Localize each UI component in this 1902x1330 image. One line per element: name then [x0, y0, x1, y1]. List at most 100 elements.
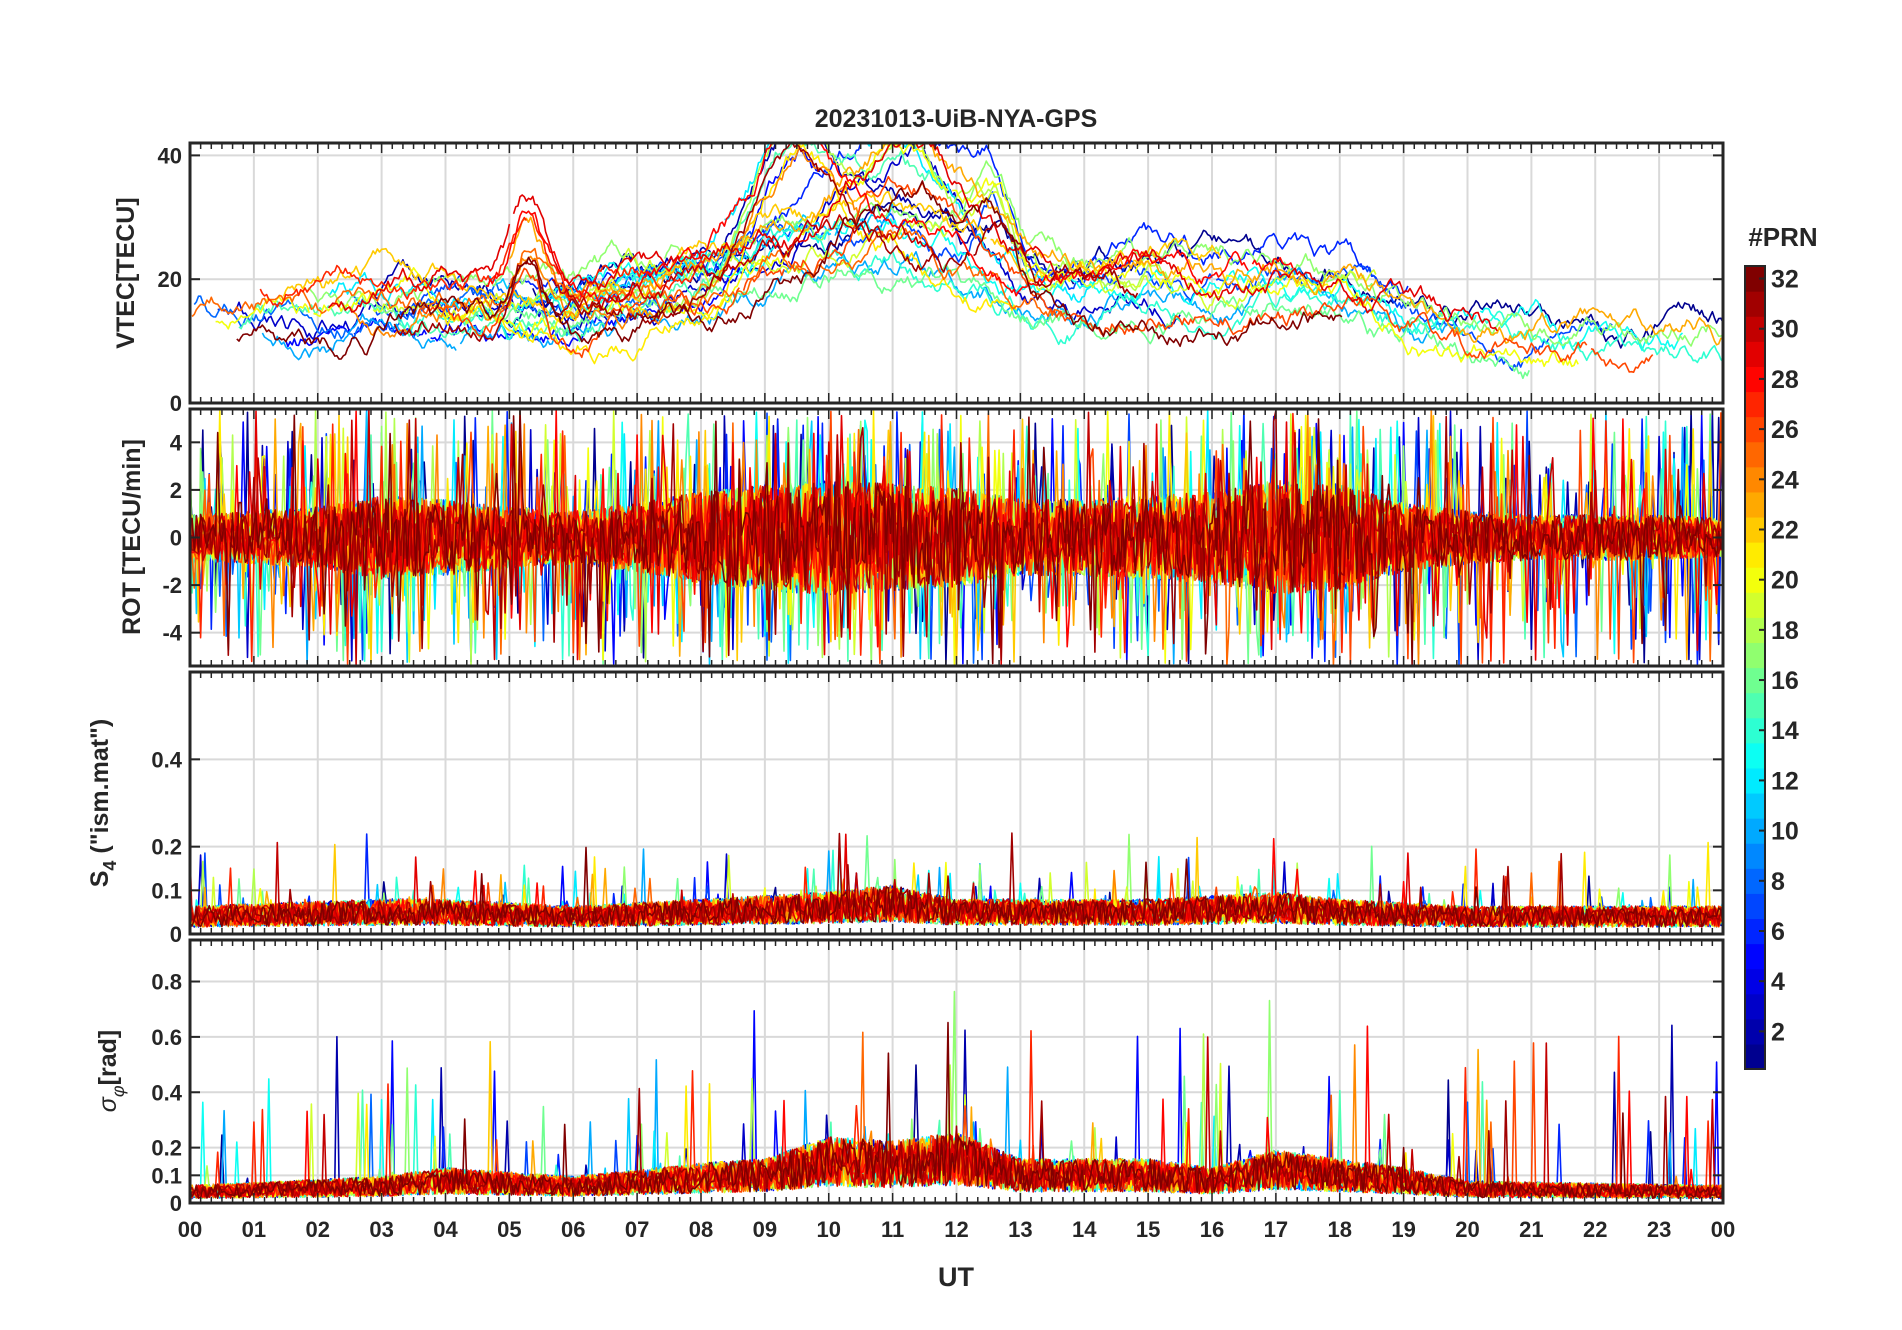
- series-line-prn-32: [190, 846, 1723, 928]
- series-line-prn-20: [1134, 259, 1579, 368]
- series-line-prn-23: [1087, 257, 1723, 346]
- x-tick-label: 01: [242, 1217, 266, 1242]
- panel-s4-ylabel: S4 ("ism.mat"): [86, 719, 120, 888]
- series-line-prn-23: [896, 143, 1085, 272]
- x-tick-label: 13: [1008, 1217, 1032, 1242]
- series-line-prn-23: [508, 143, 893, 298]
- series-line-prn-26: [417, 267, 740, 359]
- series-line-prn-17: [759, 214, 830, 241]
- y-tick-label: 0: [170, 1191, 182, 1216]
- colorbar-cell: [1745, 893, 1765, 920]
- colorbar-tick-label: 14: [1771, 717, 1799, 745]
- x-tick-label: 10: [817, 1217, 841, 1242]
- series-line-prn-5: [285, 325, 351, 348]
- series-line-prn-2: [758, 143, 977, 245]
- series-line-prn-21: [440, 235, 749, 365]
- colorbar-cell: [1745, 1018, 1765, 1045]
- series-line-prn-13: [1479, 298, 1684, 352]
- series-line-prn-32: [190, 409, 1723, 666]
- x-tick-label: 04: [433, 1217, 458, 1242]
- colorbar-tick-label: 22: [1771, 516, 1799, 544]
- colorbar-tick-label: 6: [1771, 918, 1785, 946]
- series-line-prn-16: [617, 263, 1530, 380]
- series-line-prn-29: [512, 143, 1498, 332]
- panel-vtec-ticks: 0 20 40: [158, 143, 1724, 416]
- y-tick-label: 40: [158, 143, 182, 168]
- panel-sigma-phi-series: [190, 990, 1723, 1200]
- panel-vtec-grid: [190, 143, 1723, 404]
- panel-s4-ticks: 0 0.1 0.2 0.4: [151, 672, 1724, 947]
- y-tick-label: 0.8: [151, 970, 182, 995]
- colorbar-cell: [1745, 316, 1765, 342]
- colorbar-cell: [1745, 717, 1765, 744]
- series-line-prn-32: [236, 180, 1343, 360]
- colorbar-tick-label: 12: [1771, 767, 1799, 795]
- y-tick-label: -4: [162, 621, 182, 646]
- x-tick-label: 21: [1519, 1217, 1543, 1242]
- series-line-prn-28: [485, 143, 1249, 304]
- x-tick-label: 11: [881, 1217, 904, 1242]
- x-tick-label: 16: [1200, 1217, 1224, 1242]
- colorbar-cell: [1745, 868, 1765, 894]
- x-tick-label: 07: [625, 1217, 649, 1242]
- x-tick-label: 05: [497, 1217, 521, 1242]
- colorbar-cell: [1745, 391, 1765, 418]
- panel-rot-ticks: -4 -2 0 2 4: [162, 409, 1724, 666]
- colorbar-cell: [1745, 592, 1765, 618]
- y-tick-label: 0: [170, 391, 182, 416]
- x-tick-label: 19: [1391, 1217, 1415, 1242]
- colorbar-title: #PRN: [1748, 222, 1817, 252]
- colorbar-cell: [1745, 742, 1765, 769]
- x-tick-label: 22: [1583, 1217, 1607, 1242]
- y-tick-label: 0: [170, 526, 182, 551]
- colorbar-tick-label: 2: [1771, 1018, 1785, 1046]
- y-tick-label: 2: [170, 478, 182, 503]
- panel-vtec-ylabel: VTEC[TECU]: [112, 197, 140, 348]
- colorbar-cell: [1745, 542, 1765, 568]
- colorbar-tick-label: 4: [1771, 968, 1785, 996]
- series-line-prn-21: [751, 143, 1017, 313]
- series-line-prn-17: [306, 287, 366, 310]
- colorbar-cell: [1745, 918, 1765, 945]
- x-tick-label: 06: [561, 1217, 585, 1242]
- colorbar-frame: [1744, 265, 1766, 1070]
- x-tick-label: 00: [1711, 1217, 1735, 1242]
- y-tick-label: 0.2: [151, 835, 182, 860]
- colorbar-tick-label: 26: [1771, 416, 1799, 444]
- colorbar-cell: [1745, 792, 1765, 819]
- series-line-prn-30: [551, 214, 936, 312]
- panel-vtec-series: [191, 143, 1723, 380]
- colorbar-tick-label: 20: [1771, 567, 1799, 595]
- y-tick-label: 0.1: [151, 878, 182, 903]
- panel-s4-grid: [190, 672, 1723, 935]
- series-line-prn-25: [330, 227, 1066, 318]
- colorbar-cell: [1745, 943, 1765, 970]
- series-line-prn-13: [553, 218, 1175, 305]
- colorbar-tick-label: 8: [1771, 868, 1785, 896]
- series-line-prn-8: [193, 282, 668, 340]
- y-tick-label: 0.4: [151, 1080, 182, 1105]
- colorbar-cell: [1745, 291, 1765, 317]
- series-line-prn-27: [259, 216, 528, 308]
- series-line-prn-15: [325, 276, 713, 343]
- series-line-prn-22: [1133, 237, 1222, 264]
- series-line-prn-11: [834, 202, 895, 236]
- x-tick-label: 02: [306, 1217, 330, 1242]
- y-tick-label: 0.1: [151, 1163, 182, 1188]
- colorbar-cell: [1745, 642, 1765, 669]
- series-line-prn-25: [191, 289, 327, 318]
- series-line-prn-24: [691, 147, 862, 299]
- panel-rot-series: [190, 409, 1723, 666]
- series-line-prn-18: [1032, 253, 1173, 292]
- colorbar-cell: [1745, 466, 1765, 493]
- y-tick-label: 0.6: [151, 1025, 182, 1050]
- colorbar-tick-label: 18: [1771, 617, 1799, 645]
- colorbar-tick-label: 32: [1771, 266, 1799, 294]
- panel-sigma-phi-ticks: 0 0.10.2 0.4 0.6 0.8: [151, 940, 1724, 1216]
- series-line-prn-10: [438, 337, 457, 351]
- colorbar-tick-label: 24: [1771, 466, 1799, 494]
- x-tick-label: 17: [1264, 1217, 1288, 1242]
- y-tick-label: 0.2: [151, 1136, 182, 1161]
- x-tick-label: 00: [178, 1217, 202, 1242]
